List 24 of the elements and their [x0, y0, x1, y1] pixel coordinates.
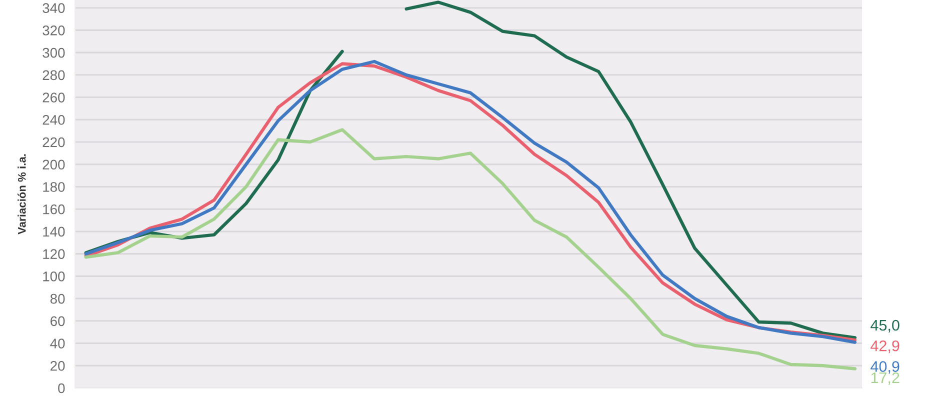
y-tick-label: 300 [42, 48, 65, 58]
line-series [84, 128, 857, 370]
y-tick-label: 60 [50, 316, 65, 326]
data-label: 40,9 [870, 361, 900, 374]
y-tick-label: 320 [42, 26, 65, 36]
data-label: 42,9 [870, 340, 900, 354]
y-tick-label: 200 [42, 160, 65, 170]
y-tick-label: 100 [43, 272, 65, 282]
data-label: 45,0 [870, 320, 900, 332]
y-tick-label: 340 [42, 3, 65, 13]
data-label: 17,2 [871, 372, 900, 385]
y-tick-label: 0 [58, 383, 65, 394]
y-tick-label: 80 [50, 294, 65, 304]
y-tick-label: 220 [42, 137, 65, 148]
y-tick-label: 140 [43, 226, 65, 237]
y-tick-label: 180 [43, 182, 65, 192]
y-tick-label: 160 [43, 204, 65, 214]
y-tick-label: 240 [42, 114, 65, 125]
y-tick-label: 120 [43, 249, 65, 259]
y-axis-title: Variación % i.a. [18, 154, 26, 234]
y-tick-label: 260 [42, 92, 65, 102]
y-tick-label: 280 [42, 70, 65, 80]
y-tick-label: 20 [50, 360, 65, 371]
y-tick-label: 40 [50, 338, 65, 348]
